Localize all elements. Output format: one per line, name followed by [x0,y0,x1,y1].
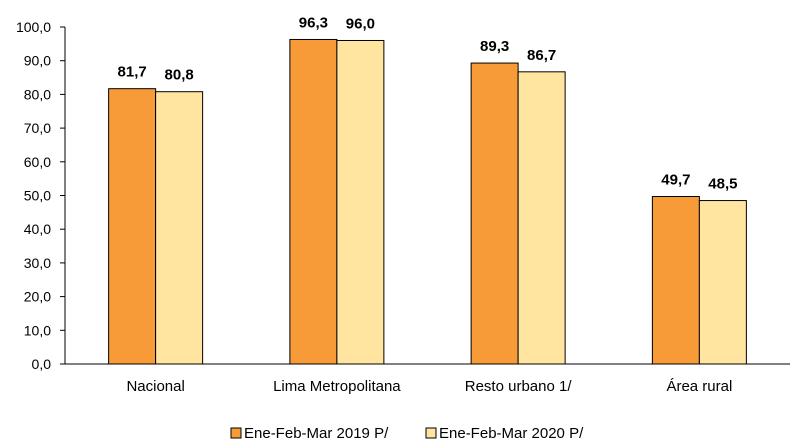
data-label: 96,3 [299,14,328,31]
y-axis: 0,0 10,0 20,0 30,0 40,0 50,0 60,0 70,0 80,0 90,0 1… [16,19,66,372]
y-tick-label: 10,0 [24,322,51,338]
bar [289,38,338,365]
y-tick-label: 60,0 [24,154,51,170]
y-tick-label: 100,0 [16,19,51,35]
legend-swatch [230,427,242,439]
bar [517,71,566,365]
legend: Ene-Feb-Mar 2019 P/Ene-Feb-Mar 2020 P/ [230,425,584,442]
data-label: 89,3 [480,38,509,55]
y-tick-label: 70,0 [24,120,51,136]
x-category-label: Nacional [126,378,184,395]
y-tick-label: 0,0 [32,356,52,372]
x-category-label: Resto urbano 1/ [465,378,573,395]
legend-label: Ene-Feb-Mar 2019 P/ [244,425,389,442]
bars: 81,7 80,8 96,3 96,0 89,3 86,7 49,7 48,5 [108,14,747,365]
data-label: 86,7 [527,47,556,64]
data-label: 80,8 [165,67,194,84]
x-category-label: Lima Metropolitana [273,378,401,395]
data-label: 49,7 [661,172,690,189]
bar [698,200,747,365]
bar [336,39,385,365]
y-tick-label: 80,0 [24,86,51,102]
y-tick-label: 40,0 [24,221,51,237]
data-label: 96,0 [346,15,375,32]
y-tick-label: 90,0 [24,53,51,69]
data-label: 81,7 [118,64,147,81]
legend-label: Ene-Feb-Mar 2020 P/ [439,425,584,442]
x-category-label: Área rural [666,378,732,395]
y-tick-label: 20,0 [24,289,51,305]
bar [651,196,700,365]
bar [108,88,157,365]
y-tick-label: 50,0 [24,188,51,204]
bar [155,91,204,365]
x-axis: Nacional Lima Metropolitana Resto urbano 1… [65,363,790,395]
data-label: 48,5 [708,176,737,193]
y-tick-label: 30,0 [24,255,51,271]
legend-swatch [425,427,437,439]
bar [470,62,519,365]
